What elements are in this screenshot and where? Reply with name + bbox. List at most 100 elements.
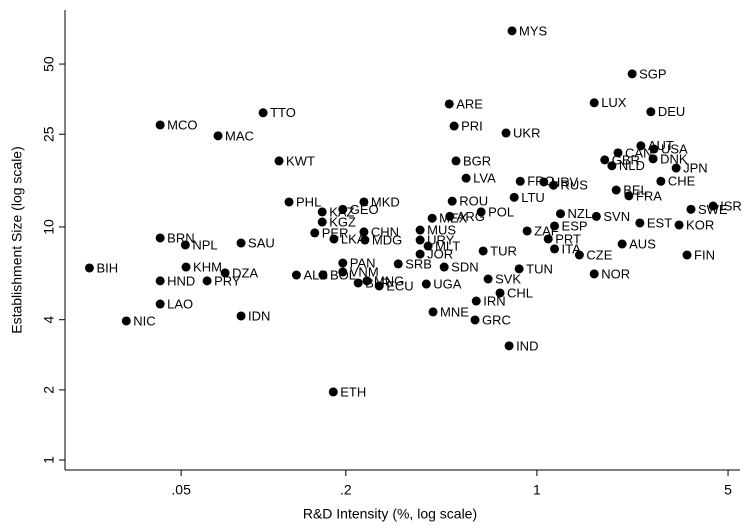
point xyxy=(121,316,131,326)
point-label: KGZ xyxy=(329,214,356,229)
point xyxy=(317,217,327,227)
point-label: CHE xyxy=(668,174,696,189)
point-label: ECU xyxy=(386,278,413,293)
point-label: PRI xyxy=(461,118,483,133)
point-label: CHL xyxy=(507,285,533,300)
point xyxy=(522,226,532,236)
y-axis-title: Establishment Size (log scale) xyxy=(9,146,25,334)
point xyxy=(236,311,246,321)
point xyxy=(515,176,525,186)
point-label: SRB xyxy=(405,256,432,271)
point xyxy=(674,220,684,230)
point xyxy=(501,128,511,138)
point xyxy=(428,307,438,317)
point xyxy=(274,156,284,166)
point xyxy=(574,250,584,260)
point-label: LKA xyxy=(341,231,366,246)
point xyxy=(471,296,481,306)
point xyxy=(180,240,190,250)
point-label: DNK xyxy=(660,151,688,166)
point-label: PRY xyxy=(214,273,241,288)
point-label: CAN xyxy=(625,145,652,160)
point xyxy=(360,235,370,245)
point xyxy=(607,161,617,171)
point xyxy=(682,250,692,260)
point xyxy=(656,176,666,186)
point-label: LVA xyxy=(473,171,496,186)
point-label: VNM xyxy=(350,264,379,279)
point xyxy=(449,121,459,131)
point-label: BIH xyxy=(96,260,118,275)
point xyxy=(451,156,461,166)
point-label: IND xyxy=(516,338,538,353)
point-label: TTO xyxy=(270,105,296,120)
point xyxy=(611,185,621,195)
point xyxy=(591,211,601,221)
point xyxy=(84,263,94,273)
point-label: KOR xyxy=(686,217,714,232)
point-label: SWE xyxy=(698,202,728,217)
point-label: ZAF xyxy=(534,223,559,238)
point xyxy=(415,235,425,245)
point xyxy=(550,221,560,231)
point xyxy=(635,218,645,228)
point-label: MKD xyxy=(371,194,400,209)
point xyxy=(415,225,425,235)
point xyxy=(636,141,646,151)
point-label: NLD xyxy=(619,158,645,173)
point xyxy=(213,131,223,141)
point-label: JPN xyxy=(683,160,708,175)
point xyxy=(310,228,320,238)
point xyxy=(671,163,681,173)
point xyxy=(338,204,348,214)
point-label: LTU xyxy=(521,190,545,205)
point xyxy=(423,241,433,251)
point-label: ETH xyxy=(340,384,366,399)
point xyxy=(421,279,431,289)
point xyxy=(374,281,384,291)
point-label: GBR xyxy=(612,152,640,167)
point-label: BOL xyxy=(330,267,356,282)
point xyxy=(318,270,328,280)
x-axis-title: R&D Intensity (%, log scale) xyxy=(303,506,477,522)
point xyxy=(202,276,212,286)
point xyxy=(155,120,165,130)
point xyxy=(507,26,517,36)
point-label: IRN xyxy=(483,293,505,308)
point xyxy=(550,244,560,254)
point-label: AUS xyxy=(629,236,656,251)
point-label: POL xyxy=(488,204,514,219)
point xyxy=(415,249,425,259)
point-label: MDG xyxy=(372,232,402,247)
point-label: MCO xyxy=(167,117,197,132)
y-tick-label: 25 xyxy=(41,126,57,142)
point-label: ISR xyxy=(720,198,742,213)
point-label: ESP xyxy=(562,218,588,233)
point-label: BRN xyxy=(167,230,194,245)
point-label: EST xyxy=(647,215,672,230)
point xyxy=(461,173,471,183)
point-label: CHN xyxy=(371,224,399,239)
point-label: PHL xyxy=(296,194,321,209)
point xyxy=(600,155,610,165)
point xyxy=(427,213,437,223)
point-label: DZA xyxy=(232,265,258,280)
point-label: LUX xyxy=(601,95,627,110)
point xyxy=(359,197,369,207)
point-label: CZE xyxy=(586,247,612,262)
point-label: UGA xyxy=(433,276,462,291)
x-tick-label: 1 xyxy=(533,482,541,498)
x-tick-label: 5 xyxy=(724,482,732,498)
point xyxy=(539,177,549,187)
point-label: TUR xyxy=(490,243,517,258)
point-label: GRC xyxy=(482,312,511,327)
x-tick-label: .2 xyxy=(340,482,352,498)
point-label: MNE xyxy=(440,304,469,319)
point-label: KHM xyxy=(193,259,222,274)
point xyxy=(686,204,696,214)
point-label: FIN xyxy=(694,247,715,262)
point xyxy=(504,341,514,351)
point xyxy=(353,278,363,288)
point-label: URY xyxy=(427,232,455,247)
point-label: JOR xyxy=(427,247,453,262)
